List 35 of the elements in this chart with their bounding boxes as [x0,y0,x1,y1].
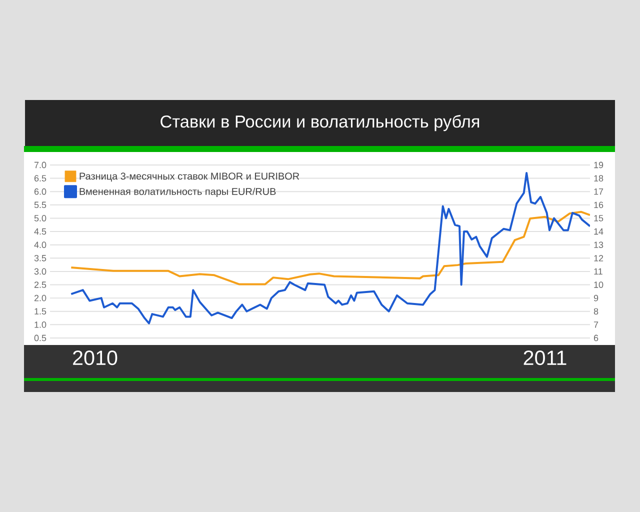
y-tick-label: 1.0 [34,322,46,328]
legend-label: Разница 3-месячных ставок MIBOR и EURIBOR [80,172,300,182]
x-tick-label: 2011 [524,350,566,366]
y-tick-label: 6.5 [34,175,46,182]
line-series [70,172,590,324]
y-tick-label: 3.5 [34,254,46,262]
y-tick-label: 6.0 [34,188,46,195]
y-tick-label: 7.0 [34,162,46,168]
y-tick-label: 4.5 [34,228,46,235]
y-tick-label: 0.5 [34,334,46,342]
y2-tick-label: 16 [594,202,604,208]
y2-tick-label: 17 [594,188,604,195]
y2-tick-label: 12 [594,255,604,262]
y-tick-label: 2.5 [34,282,46,288]
y-tick-label: 5.0 [34,215,46,222]
y-tick-label: 3.0 [34,268,46,275]
y2-tick-label: 6 [594,334,598,342]
y2-tick-label: 15 [594,215,604,222]
y-tick-label: 2.0 [34,294,46,302]
y-tick-label: 5.5 [34,202,46,208]
y-tick-label: 1.5 [34,308,46,315]
legend-label: Вмененная волатильность пары EUR/RUB [80,188,276,197]
chart-title: Ставки в России и волатильность рубля [160,114,480,132]
y2-tick-label: 19 [594,162,604,168]
y2-tick-label: 9 [594,294,598,302]
y2-tick-label: 14 [594,228,604,235]
y2-tick-label: 10 [594,282,604,288]
y2-tick-label: 7 [594,322,598,328]
y2-tick-label: 8 [594,308,598,315]
y2-tick-label: 13 [594,242,604,248]
y-tick-label: 4.0 [34,242,46,248]
y2-tick-label: 11 [594,268,602,275]
line-series [70,210,590,286]
x-tick-label: 2010 [73,350,118,366]
y2-tick-label: 18 [594,175,604,182]
